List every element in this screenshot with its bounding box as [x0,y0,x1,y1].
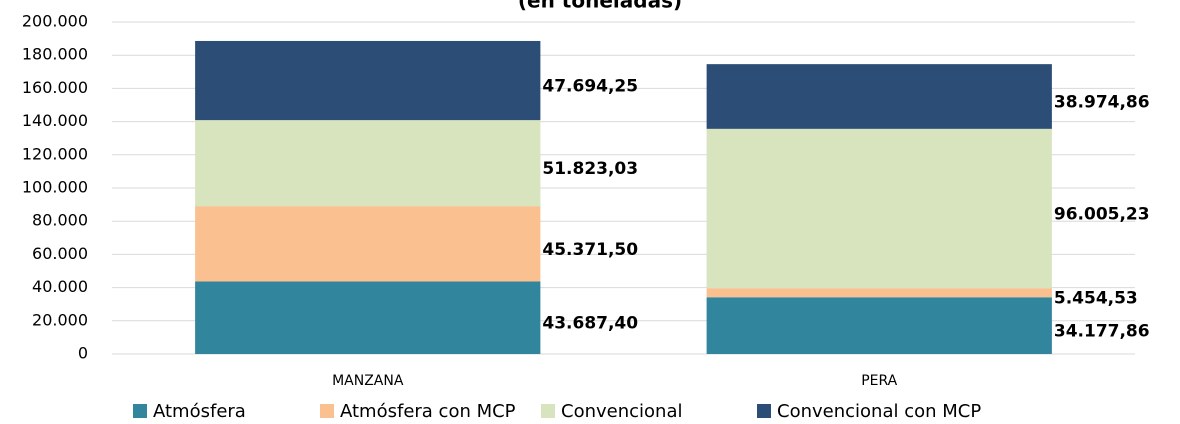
y-tick-label: 60.000 [32,244,88,263]
chart-title: (en toneladas) [518,0,682,13]
bar-segment [195,40,541,121]
data-label: 43.687,40 [542,314,638,334]
data-label: 45.371,50 [542,240,638,260]
legend-label: Convencional [561,401,682,422]
legend-swatch [133,404,147,418]
y-tick-label: 140.000 [22,111,88,130]
legend-swatch [320,404,334,418]
bar-segment [706,128,1052,289]
y-tick-label: 100.000 [22,178,88,197]
legend-swatch [757,404,771,418]
data-label: 34.177,86 [1054,322,1150,342]
legend-label: Atmósfera [153,401,246,422]
legend-swatch [541,404,555,418]
bar-segment [195,206,541,282]
y-tick-label: 160.000 [22,78,88,97]
bar-segment [195,281,541,354]
legend-label: Atmósfera con MCP [340,401,516,422]
data-label: 51.823,03 [542,159,638,179]
y-tick-label: 80.000 [32,211,88,230]
y-tick-label: 20.000 [32,310,88,329]
legend-label: Convencional con MCP [777,401,981,422]
bar-segment [706,64,1052,129]
data-label: 38.974,86 [1054,92,1150,112]
y-tick-label: 120.000 [22,144,88,163]
bar-segment [706,297,1052,354]
bar-segment [706,288,1052,298]
x-tick-label: PERA [861,373,897,389]
y-tick-label: 40.000 [32,277,88,296]
data-label: 5.454,53 [1054,289,1138,309]
y-tick-label: 180.000 [22,45,88,64]
y-tick-label: 200.000 [22,12,88,31]
x-tick-label: MANZANA [332,373,404,389]
y-tick-label: 0 [78,344,88,363]
data-label: 47.694,25 [542,77,638,97]
data-label: 96.005,23 [1054,205,1150,225]
bar-segment [195,120,541,207]
